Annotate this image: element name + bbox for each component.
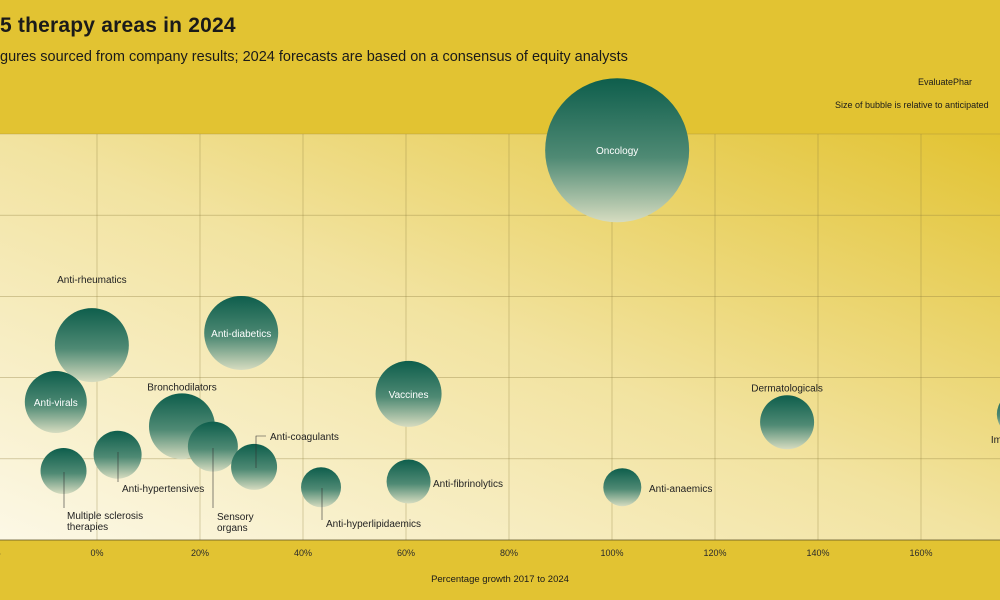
bubble-anti-hyperlipidaemics <box>301 467 342 508</box>
bubble-label: Anti-diabetics <box>211 329 271 340</box>
bubble-label: Sensory organs <box>217 512 254 534</box>
bubble-anti-virals <box>24 370 87 433</box>
x-tick-label: 80% <box>500 548 518 558</box>
x-tick-label: 0% <box>90 548 103 558</box>
bubble-anti-fibrinolytics <box>386 459 431 504</box>
bubble-label: Anti-hypertensives <box>122 484 204 495</box>
bubble-size-note: Size of bubble is relative to anticipate… <box>835 100 989 110</box>
x-tick-label: 120% <box>703 548 726 558</box>
x-axis-label: Percentage growth 2017 to 2024 <box>431 574 569 585</box>
bubble-anti-coagulants <box>231 443 278 490</box>
bubble-label: Oncology <box>596 146 638 157</box>
bubble-anti-rheumatics <box>54 308 129 383</box>
bubble-sensory-organs <box>187 421 238 472</box>
bubble-label: Immunosu <box>991 435 1000 446</box>
plot-area <box>0 134 1000 540</box>
bubble-labels: Oncology Anti-rheumatics Anti-diabetics Vac… <box>34 146 1000 534</box>
x-tick-label: 100% <box>600 548 623 558</box>
bubble-label: Dermatologicals <box>751 383 823 394</box>
chart-subtitle: gures sourced from company results; 2024… <box>0 49 628 65</box>
bubble-dermatologicals <box>760 395 815 450</box>
bubble-label: Anti-anaemics <box>649 484 712 495</box>
bubble-multiple-sclerosis-therapies <box>40 447 87 494</box>
bubble-anti-diabetics <box>204 295 279 370</box>
bubble-label: Anti-coagulants <box>270 432 339 443</box>
x-tick-label: 140% <box>806 548 829 558</box>
bubble-anti-anaemics <box>603 468 642 507</box>
bubble-oncology <box>545 78 690 223</box>
bubble-anti-hypertensives <box>93 430 142 479</box>
bubble-vaccines <box>375 360 442 427</box>
x-tick-label: 160% <box>909 548 932 558</box>
bubbles <box>24 78 1000 508</box>
label-leader-line <box>255 435 266 468</box>
bubble-label: Anti-hyperlipidaemics <box>326 519 421 530</box>
x-tick-label: 60% <box>397 548 415 558</box>
chart-title: 5 therapy areas in 2024 <box>0 14 236 37</box>
bubble-label: Multiple sclerosis therapies <box>67 511 143 533</box>
x-tick-labels: 0% 0% 20% 40% 60% 80% 100% 120% 140% 160% <box>0 548 933 558</box>
bubble-label: Anti-fibrinolytics <box>433 479 503 490</box>
bubble-label: Anti-rheumatics <box>57 275 126 286</box>
x-tick-label: 20% <box>191 548 209 558</box>
bubble-label: Vaccines <box>389 390 429 401</box>
bubble-label: Bronchodilators <box>147 382 216 393</box>
x-tick-label: 40% <box>294 548 312 558</box>
source-note: EvaluatePhar <box>918 77 973 87</box>
bubble-label: Anti-virals <box>34 398 78 409</box>
x-tick-label: 0% <box>0 548 1 558</box>
bubble-immunosu <box>996 402 1000 426</box>
